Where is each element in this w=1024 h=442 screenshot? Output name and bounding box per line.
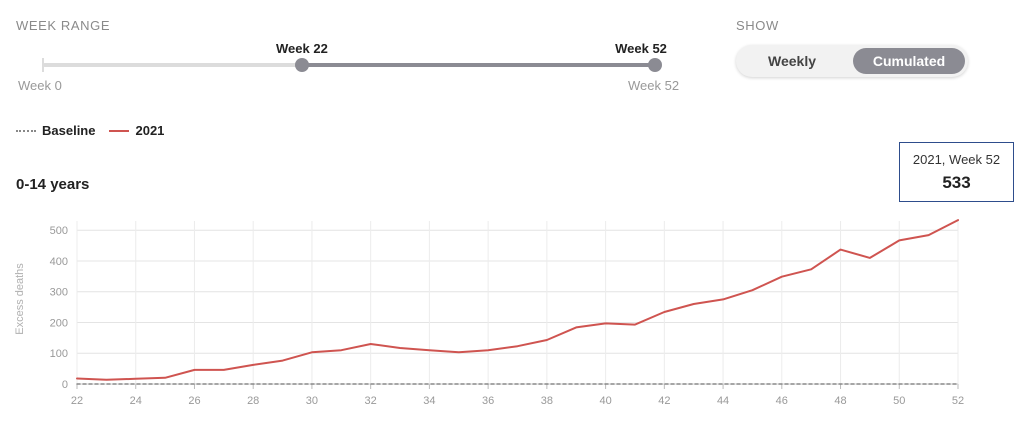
series-2021-point xyxy=(427,348,431,352)
y-tick-label: 200 xyxy=(50,317,68,329)
legend-baseline-label: Baseline xyxy=(42,123,96,138)
x-tick-label: 46 xyxy=(776,395,788,407)
x-tick-label: 36 xyxy=(482,395,494,407)
y-axis-title: Excess deaths xyxy=(14,263,26,335)
series-2021-line xyxy=(76,219,959,381)
series-2021-point xyxy=(457,350,461,354)
series-2021-point xyxy=(662,310,666,314)
series-2021-point xyxy=(251,363,255,367)
cumulated-option[interactable]: Cumulated xyxy=(853,48,965,74)
x-tick-label: 42 xyxy=(658,395,670,407)
series-2021-point xyxy=(604,321,608,325)
range-thumb-low[interactable] xyxy=(294,58,309,72)
show-toggle[interactable]: Weekly Cumulated xyxy=(736,45,968,77)
legend-2021-label: 2021 xyxy=(135,123,165,138)
series-2021-point xyxy=(310,350,314,354)
show-heading: SHOW xyxy=(736,18,779,33)
hover-tooltip: 2021, Week 52 533 xyxy=(899,142,1014,202)
x-tick-label: 52 xyxy=(952,395,964,407)
baseline-swatch xyxy=(16,129,36,132)
series-2021-point xyxy=(956,218,960,222)
series-2021-point xyxy=(281,359,285,363)
thumb-high-label: Week 52 xyxy=(615,41,667,56)
x-tick-label: 30 xyxy=(306,395,318,407)
series-2021-point xyxy=(897,238,901,242)
series-2021-point xyxy=(927,233,931,237)
series-2021-point xyxy=(486,348,490,352)
x-tick-label: 50 xyxy=(893,395,905,407)
series-2021-point xyxy=(721,297,725,301)
weekly-option[interactable]: Weekly xyxy=(768,53,816,69)
thumb-low-label: Week 22 xyxy=(276,41,328,56)
x-tick-label: 38 xyxy=(541,395,553,407)
x-tick-label: 48 xyxy=(834,395,846,407)
series-2021-point xyxy=(134,377,138,381)
y-tick-label: 500 xyxy=(50,225,68,237)
week-range-heading: WEEK RANGE xyxy=(16,18,111,33)
series-2021-point xyxy=(545,338,549,342)
chart-legend: Baseline 2021 xyxy=(16,123,164,138)
range-start-label: Week 0 xyxy=(18,78,62,93)
series-2021-point xyxy=(104,378,108,382)
series-2021-point xyxy=(692,302,696,306)
x-tick-label: 28 xyxy=(247,395,259,407)
series-2021-point xyxy=(809,267,813,271)
series-2021-swatch xyxy=(109,129,130,132)
y-tick-label: 0 xyxy=(62,379,68,391)
y-tick-label: 300 xyxy=(50,287,68,299)
series-2021-point xyxy=(369,342,373,346)
series-2021-point xyxy=(750,288,754,292)
range-thumb-high[interactable] xyxy=(648,58,662,72)
series-2021-point xyxy=(839,248,843,252)
series-2021-point xyxy=(780,275,784,279)
series-2021-point xyxy=(633,323,637,327)
tooltip-value: 533 xyxy=(942,173,971,192)
chart-title: 0-14 years xyxy=(16,176,90,193)
y-tick-label: 100 xyxy=(50,348,68,360)
series-2021-point xyxy=(192,368,196,372)
x-tick-label: 32 xyxy=(365,395,377,407)
series-2021-point xyxy=(222,368,226,372)
series-2021-point xyxy=(868,256,872,260)
x-tick-label: 34 xyxy=(423,395,435,407)
series-2021-point xyxy=(339,348,343,352)
series-2021-point xyxy=(516,344,520,348)
tooltip-label: 2021, Week 52 xyxy=(912,152,1001,167)
x-tick-label: 24 xyxy=(130,395,142,407)
series-2021-point xyxy=(398,346,402,350)
series-2021-point xyxy=(574,325,578,329)
series-2021-point xyxy=(163,376,167,380)
x-tick-label: 44 xyxy=(717,395,729,407)
y-tick-label: 400 xyxy=(50,256,68,268)
range-end-label: Week 52 xyxy=(628,78,680,93)
series-2021-point xyxy=(75,376,79,380)
x-tick-label: 40 xyxy=(599,395,611,407)
range-selected-fill xyxy=(301,63,655,67)
x-tick-label: 26 xyxy=(188,395,200,407)
x-tick-label: 22 xyxy=(71,395,83,407)
